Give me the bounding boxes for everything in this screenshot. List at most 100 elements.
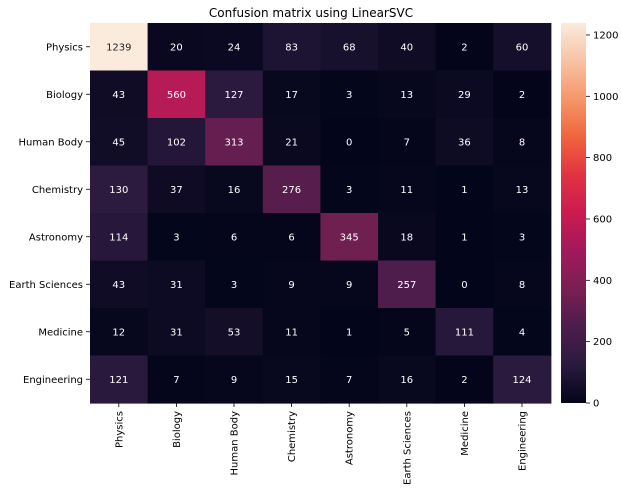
heatmap-cell <box>493 165 552 214</box>
heatmap-cell <box>435 308 494 357</box>
row-labels: Physics Biology Human Body Chemistry Astrono… <box>9 42 90 386</box>
heatmap-cell <box>90 118 149 167</box>
heatmap-cell <box>262 118 321 167</box>
heatmap-cell <box>320 70 379 119</box>
heatmap-cell <box>493 308 552 357</box>
heatmap-cell <box>205 355 264 404</box>
heatmap-cell <box>262 213 321 262</box>
heatmap-cell <box>378 355 437 404</box>
heatmap-cell <box>205 23 264 72</box>
column-label: Biology <box>172 411 183 448</box>
row-label: Earth Sciences <box>9 280 83 291</box>
heatmap-cell <box>262 355 321 404</box>
cell-value-label: 8 <box>519 137 525 148</box>
heatmap-cell <box>435 118 494 167</box>
cell-value-label: 127 <box>224 90 243 101</box>
cell-value-label: 29 <box>458 90 471 101</box>
cell-value-label: 3 <box>519 232 525 243</box>
cell-value-label: 0 <box>346 137 352 148</box>
cell-value-label: 16 <box>228 185 241 196</box>
heatmap-cell <box>205 118 264 167</box>
heatmap-cell <box>378 70 437 119</box>
cell-value-label: 13 <box>400 90 413 101</box>
heatmap-cell <box>90 165 149 214</box>
row-label: Chemistry <box>32 185 83 196</box>
cell-value-label: 20 <box>170 42 183 53</box>
cell-value-label: 45 <box>112 137 125 148</box>
column-labels: Physics Biology Human Body Chemistry Astrono… <box>114 403 529 485</box>
cell-value-label: 1 <box>346 327 352 338</box>
heatmap-cell <box>147 260 206 309</box>
column-label: Chemistry <box>287 411 298 462</box>
cell-value-label: 15 <box>285 375 298 386</box>
cell-value-label: 11 <box>285 327 298 338</box>
colorbar-tick-label: 600 <box>593 214 612 225</box>
cell-value-label: 114 <box>109 232 128 243</box>
cell-value-label: 257 <box>397 280 416 291</box>
heatmap-cell <box>378 118 437 167</box>
cell-value-label: 1 <box>461 232 467 243</box>
heatmap-cell <box>493 23 552 72</box>
heatmap-cell <box>493 355 552 404</box>
column-label: Astronomy <box>345 411 356 465</box>
cell-value-label: 31 <box>170 327 183 338</box>
heatmap-cell <box>90 213 149 262</box>
cell-value-label: 111 <box>455 327 474 338</box>
heatmap-cell <box>435 260 494 309</box>
cell-value-label: 7 <box>346 375 352 386</box>
cell-value-label: 37 <box>170 185 183 196</box>
colorbar-tick-label: 1000 <box>593 92 618 103</box>
cell-value-label: 2 <box>461 375 467 386</box>
cell-value-label: 8 <box>519 280 525 291</box>
colorbar-tick-label: 400 <box>593 276 612 287</box>
colorbar: 0 200 400 600 800 1000 1200 <box>561 23 618 410</box>
heatmap-cell <box>90 260 149 309</box>
heatmap-cell <box>378 213 437 262</box>
colorbar-tick-label: 0 <box>593 399 599 410</box>
cell-value-label: 16 <box>400 375 413 386</box>
row-label: Physics <box>46 42 83 53</box>
heatmap-cell <box>378 260 437 309</box>
cell-value-label: 3 <box>231 280 237 291</box>
heatmap-cell <box>147 165 206 214</box>
cell-value-label: 24 <box>228 42 241 53</box>
colorbar-gradient <box>561 23 586 403</box>
cell-value-label: 3 <box>346 90 352 101</box>
cell-value-label: 60 <box>516 42 529 53</box>
heatmap-cell <box>262 165 321 214</box>
column-label: Earth Sciences <box>402 411 413 485</box>
heatmap-cell <box>435 213 494 262</box>
heatmap-cell <box>493 260 552 309</box>
heatmap-cell <box>320 355 379 404</box>
row-label: Biology <box>46 90 83 101</box>
heatmap-cell <box>205 165 264 214</box>
heatmap-cell <box>320 213 379 262</box>
heatmap-cell <box>147 213 206 262</box>
heatmap-cell <box>205 213 264 262</box>
heatmap-cell <box>435 23 494 72</box>
cell-value-label: 12 <box>112 327 125 338</box>
heatmap-cell <box>320 260 379 309</box>
cell-value-label: 53 <box>228 327 241 338</box>
heatmap-cell <box>147 118 206 167</box>
heatmap-cell <box>205 70 264 119</box>
heatmap-cell <box>493 213 552 262</box>
heatmap-cell <box>90 355 149 404</box>
cell-value-label: 9 <box>231 375 237 386</box>
cell-value-label: 6 <box>288 232 294 243</box>
colorbar-tick-label: 200 <box>593 337 612 348</box>
colorbar-tick-label: 800 <box>593 153 612 164</box>
heatmap-cell <box>320 308 379 357</box>
cell-value-label: 6 <box>231 232 237 243</box>
cell-value-label: 1 <box>461 185 467 196</box>
cell-value-label: 3 <box>173 232 179 243</box>
heatmap-cell <box>320 118 379 167</box>
row-label: Engineering <box>23 375 83 386</box>
heatmap-cell <box>90 23 149 72</box>
row-label: Human Body <box>19 137 84 148</box>
cell-value-label: 36 <box>458 137 471 148</box>
heatmap-cell <box>378 165 437 214</box>
heatmap-cell <box>205 308 264 357</box>
heatmap-cell <box>147 308 206 357</box>
cell-value-label: 2 <box>461 42 467 53</box>
